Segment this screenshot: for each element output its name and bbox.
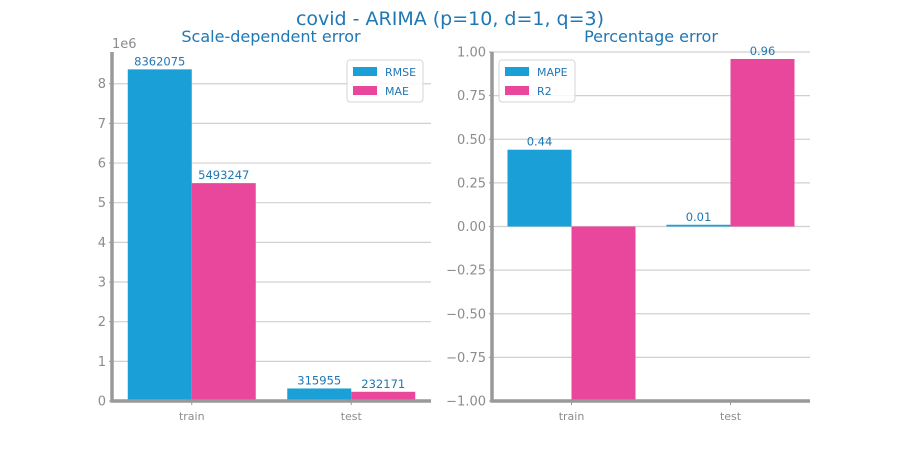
data-label: 315955 bbox=[297, 373, 341, 387]
x-tick-label: train bbox=[179, 410, 205, 423]
y-tick-label: 5 bbox=[98, 196, 106, 211]
data-label: 0.44 bbox=[527, 135, 553, 149]
y-tick-label: 2 bbox=[98, 315, 106, 330]
legend: MAPE R2 bbox=[498, 59, 576, 103]
bar-r2-test bbox=[730, 58, 795, 227]
data-label: 0.01 bbox=[686, 210, 712, 224]
y-tick-label: 4 bbox=[98, 236, 106, 251]
bar-mae-train bbox=[191, 183, 256, 401]
legend: RMSE MAE bbox=[346, 59, 424, 103]
y-offset-label: 1e6 bbox=[112, 37, 137, 52]
legend-label: MAE bbox=[385, 85, 409, 98]
bar-r2-train bbox=[571, 226, 636, 401]
legend-swatch bbox=[505, 67, 529, 76]
y-tick-label: 0.00 bbox=[457, 220, 486, 235]
legend-swatch bbox=[353, 86, 377, 95]
scale-dependent-error-panel: Scale-dependent error 1e6 0 1 2 3 4 5 6 7 8 83620… bbox=[98, 27, 431, 423]
legend-swatch bbox=[505, 86, 529, 95]
y-tick-label: 0.50 bbox=[457, 133, 486, 148]
legend-label: MAPE bbox=[537, 66, 568, 79]
data-label: 0.96 bbox=[750, 44, 776, 58]
x-tick-label: test bbox=[720, 410, 742, 423]
figure-title: covid - ARIMA (p=10, d=1, q=3) bbox=[296, 8, 604, 30]
y-tick-label: 7 bbox=[98, 117, 106, 132]
x-tick-label: train bbox=[559, 410, 585, 423]
bar-mape-train bbox=[507, 149, 572, 227]
y-tick-label: 0.75 bbox=[457, 89, 486, 104]
bar-mae-test bbox=[351, 391, 416, 401]
y-tick-label: 1.00 bbox=[457, 46, 486, 61]
bar-rmse-test bbox=[287, 388, 352, 401]
y-tick-label: 1 bbox=[98, 355, 106, 370]
y-tick-label: −1.00 bbox=[446, 395, 486, 410]
percentage-error-panel: Percentage error −1.00 −0.75 −0.50 −0.25 0.0… bbox=[446, 27, 810, 423]
y-tick-label: −0.25 bbox=[446, 264, 486, 279]
bar-rmse-train bbox=[127, 69, 192, 401]
panel-title: Percentage error bbox=[584, 27, 718, 46]
y-tick-label: 0.25 bbox=[457, 176, 486, 191]
data-label: 5493247 bbox=[198, 168, 249, 182]
legend-swatch bbox=[353, 67, 377, 76]
y-tick-label: −0.50 bbox=[446, 307, 486, 322]
x-tick-label: test bbox=[341, 410, 363, 423]
legend-label: R2 bbox=[537, 85, 552, 98]
y-tick-label: 8 bbox=[98, 77, 106, 92]
bar-mape-test bbox=[666, 224, 731, 227]
y-tick-label: 3 bbox=[98, 276, 106, 291]
panel-title: Scale-dependent error bbox=[181, 27, 361, 46]
data-label: 232171 bbox=[361, 377, 405, 391]
legend-label: RMSE bbox=[385, 66, 416, 79]
data-label: 8362075 bbox=[134, 54, 185, 68]
y-tick-label: −0.75 bbox=[446, 351, 486, 366]
y-tick-label: 6 bbox=[98, 157, 106, 172]
y-tick-label: 0 bbox=[98, 395, 106, 410]
